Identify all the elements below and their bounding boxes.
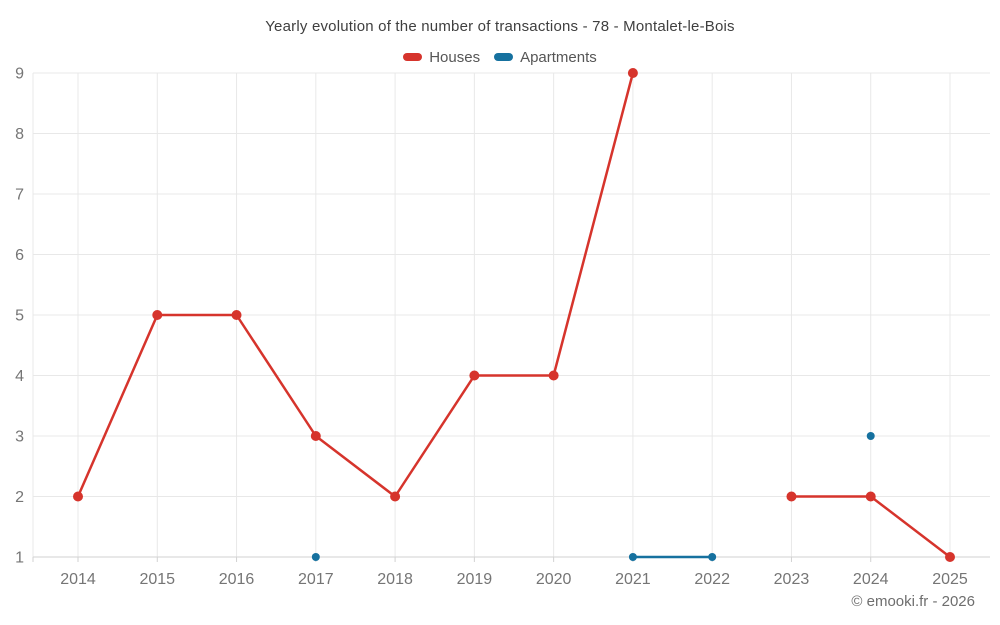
svg-text:4: 4 [15, 368, 24, 385]
chart-legend: Houses Apartments [0, 47, 1000, 67]
svg-text:2017: 2017 [298, 571, 334, 588]
svg-text:6: 6 [15, 247, 24, 264]
svg-text:2018: 2018 [377, 571, 413, 588]
svg-text:9: 9 [15, 66, 24, 83]
svg-text:1: 1 [15, 550, 24, 567]
apartments-legend-swatch-icon [494, 53, 514, 61]
svg-text:2: 2 [15, 489, 24, 506]
svg-text:3: 3 [15, 429, 24, 446]
chart-title: Yearly evolution of the number of transa… [265, 18, 735, 35]
svg-text:2024: 2024 [853, 571, 889, 588]
svg-text:2023: 2023 [774, 571, 810, 588]
svg-text:8: 8 [15, 126, 24, 143]
svg-text:2016: 2016 [219, 571, 255, 588]
legend-item-apartments[interactable]: Apartments [494, 49, 597, 66]
svg-text:2019: 2019 [457, 571, 493, 588]
svg-text:2020: 2020 [536, 571, 572, 588]
apartments-legend-label: Apartments [520, 48, 597, 66]
houses-legend-label: Houses [429, 48, 481, 66]
legend-item-houses[interactable]: Houses [403, 49, 480, 66]
svg-text:2015: 2015 [139, 571, 175, 588]
svg-text:2021: 2021 [615, 571, 651, 588]
svg-text:2025: 2025 [932, 571, 968, 588]
svg-text:7: 7 [15, 187, 24, 204]
svg-text:5: 5 [15, 308, 24, 325]
svg-text:2014: 2014 [60, 571, 96, 588]
houses-legend-swatch-icon [403, 53, 423, 61]
svg-text:2022: 2022 [694, 571, 730, 588]
copyright-footer: © emooki.fr - 2026 [851, 593, 975, 610]
